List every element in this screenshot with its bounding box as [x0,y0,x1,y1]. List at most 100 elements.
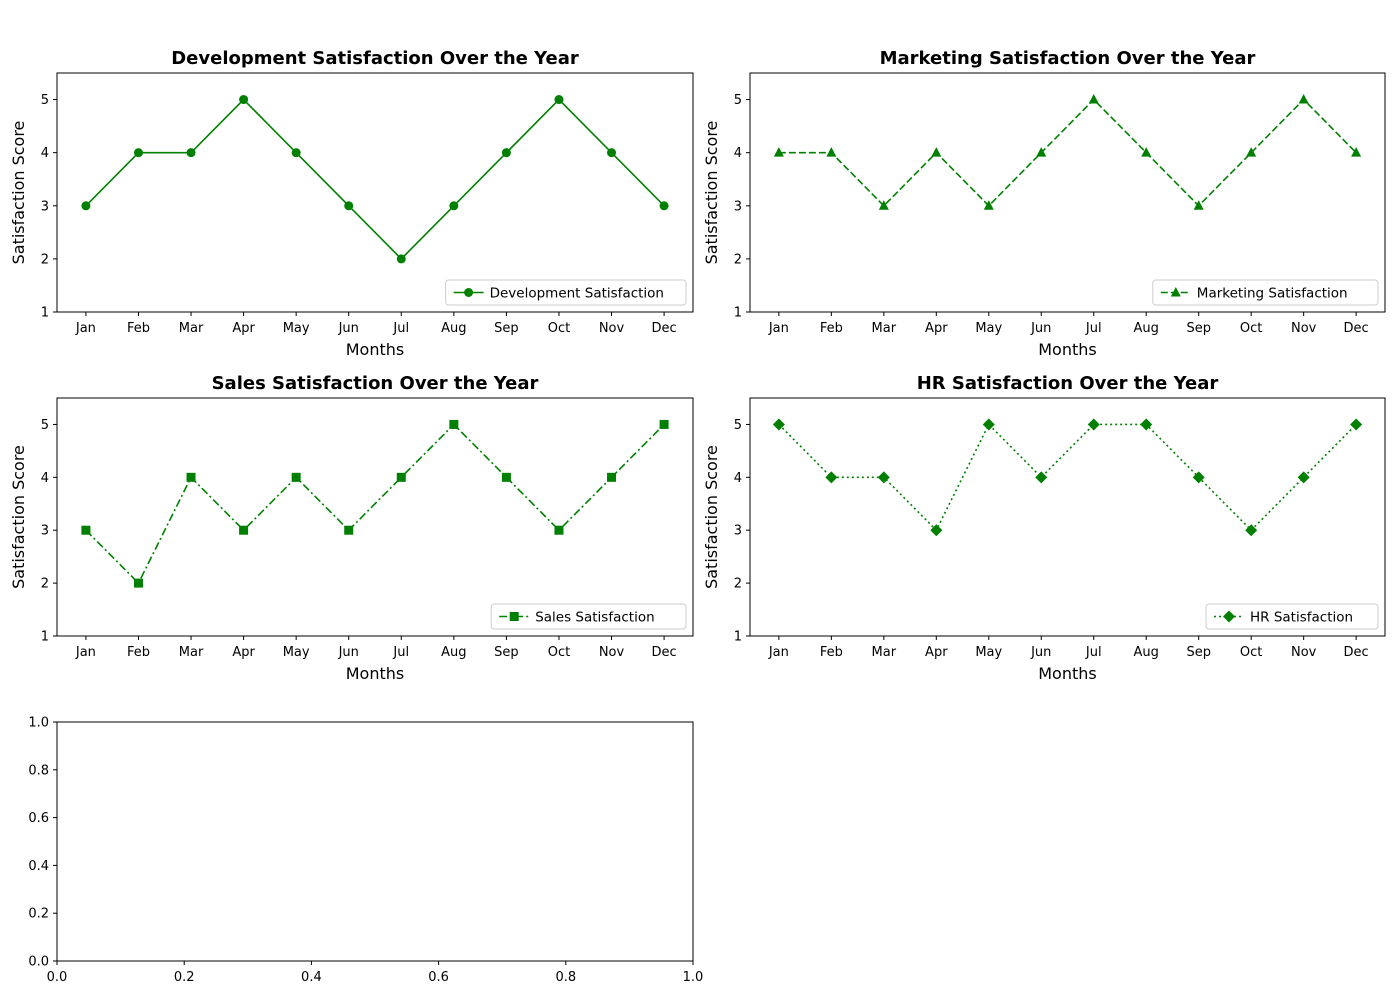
data-point [983,200,994,210]
data-point [1298,94,1309,104]
data-point [659,201,669,211]
data-point [1193,200,1204,210]
x-tick-label: Feb [820,321,843,336]
data-point [659,419,669,429]
data-point [396,254,406,264]
y-tick-label: 1.0 [28,716,49,731]
x-tick-label: Feb [127,321,150,336]
x-tick-label: Apr [232,645,255,660]
data-point [449,201,459,211]
data-point [877,471,890,484]
data-point [291,148,301,158]
x-tick-label: Mar [872,645,897,660]
data-point [396,472,406,482]
y-tick-label: 5 [734,93,742,108]
data-point [1088,94,1099,104]
y-tick-label: 5 [41,418,49,433]
data-point [186,148,196,158]
y-tick-label: 3 [734,524,742,539]
x-axis-label: Months [1038,664,1096,683]
chart-title: Marketing Satisfaction Over the Year [880,48,1256,69]
data-point [1087,418,1100,431]
legend-box [1152,279,1379,306]
series-line-hr-satisfaction [778,423,1357,532]
series-line-sales-satisfaction [85,423,665,584]
x-tick-label: May [975,645,1002,660]
axes-frame [749,397,1386,637]
x-tick-label: Feb [820,645,843,660]
legend-marker [509,612,519,621]
y-tick-label: 2 [734,577,742,592]
x-tick-label: Jun [1030,321,1051,336]
data-point [1140,418,1153,431]
x-tick-label: Nov [1291,645,1317,660]
y-tick-label: 2 [41,252,49,267]
y-tick-label: 2 [734,252,742,267]
x-tick-label: May [283,321,310,336]
y-tick-label: 1 [734,630,742,645]
x-tick-label: Aug [441,321,466,336]
x-tick-label: May [283,645,310,660]
x-tick-label: Aug [441,645,466,660]
x-tick-label: May [975,321,1002,336]
data-point [554,95,564,105]
legend-box [445,279,687,306]
chart-panel-5: 0.0 0.2 0.4 0.6 0.8 1.0 0.0 0.2 0.4 0.6 0.8 1.0 [28,716,703,986]
x-tick-label: Dec [1344,321,1369,336]
x-tick-label: Sep [494,645,519,660]
x-tick-label: Apr [925,321,948,336]
axes-frame [56,397,694,637]
data-point [1246,147,1257,157]
x-tick-label: Oct [1240,321,1262,336]
data-point [982,418,995,431]
x-tick-label: Feb [127,645,150,660]
legend: Development Satisfaction [445,279,687,306]
y-axis-label: Satisfaction Score [702,445,721,589]
x-tick-label: Oct [548,645,570,660]
x-tick-label: Nov [1291,321,1317,336]
data-point [1036,147,1047,157]
data-point [344,201,354,211]
y-axis-label: Satisfaction Score [702,121,721,265]
x-tick-label: Dec [652,645,677,660]
x-tick-label: Apr [925,645,948,660]
x-tick-label: Jun [338,645,359,660]
x-tick-label: Sep [494,321,519,336]
chart-title: Development Satisfaction Over the Year [171,48,579,69]
x-tick-label: Nov [599,321,625,336]
data-point [449,419,459,429]
data-point [81,201,91,211]
y-tick-label: 1 [41,630,49,645]
chart-panel-4: HR Satisfaction Over the Year 1 2 3 4 5 Jan Feb… [702,373,1386,683]
y-tick-label: 0.0 [28,955,49,970]
x-tick-label: 0.6 [428,970,449,985]
legend: HR Satisfaction [1205,603,1379,630]
data-point [1350,418,1363,431]
legend: Marketing Satisfaction [1152,279,1379,306]
data-point [772,418,785,431]
data-point [878,200,889,210]
data-point [186,472,196,482]
x-tick-label: Jan [75,321,96,336]
x-tick-label: Mar [179,321,204,336]
y-tick-label: 3 [41,199,49,214]
data-point [607,472,617,482]
y-tick-label: 3 [41,524,49,539]
legend-marker [464,288,474,297]
x-tick-label: Dec [1344,645,1369,660]
legend-marker [1170,287,1181,297]
axes-frame [56,72,694,313]
x-axis-label: Months [1038,340,1096,359]
x-tick-label: Nov [599,645,625,660]
y-tick-label: 2 [41,577,49,592]
x-tick-label: Jun [1030,645,1051,660]
x-tick-label: Mar [179,645,204,660]
y-tick-label: 0.2 [28,907,49,922]
data-point [930,524,943,537]
legend-label: Development Satisfaction [490,286,664,302]
series-line-marketing-satisfaction [778,98,1357,207]
legend-box [1205,603,1379,630]
legend-label: Marketing Satisfaction [1197,286,1348,302]
data-point [1351,147,1362,157]
